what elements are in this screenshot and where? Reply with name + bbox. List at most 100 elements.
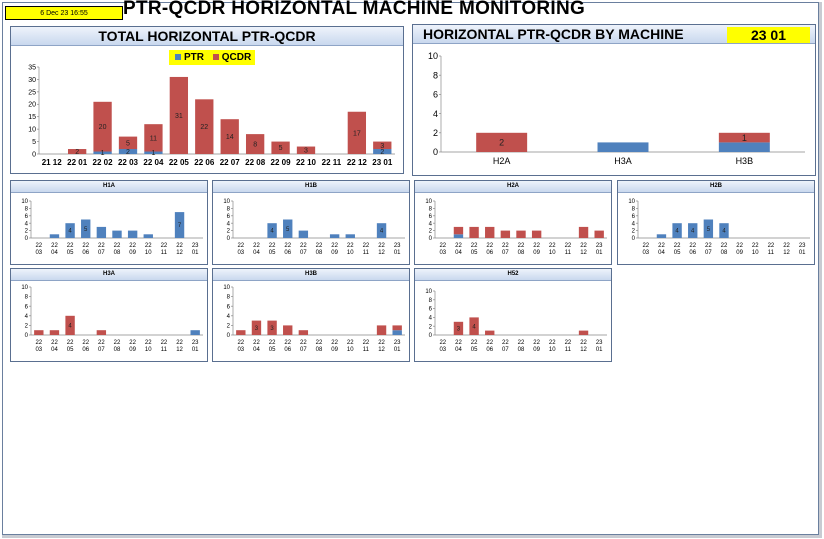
bar-ptr (719, 223, 729, 238)
x-tick-label-month: 10 (549, 250, 556, 256)
data-label: 4 (675, 229, 679, 235)
x-tick-label-year: 22 (347, 243, 354, 249)
x-tick-label-month: 03 (237, 347, 244, 353)
data-label: 14 (226, 134, 234, 141)
data-label: 4 (722, 229, 726, 235)
x-tick-label-year: 22 (439, 243, 446, 249)
x-tick-label-month: 10 (752, 250, 759, 256)
x-tick-label-month: 09 (129, 250, 136, 256)
ptr-swatch (175, 54, 181, 61)
x-tick-label-month: 06 (82, 347, 89, 353)
data-label: 2 (499, 138, 504, 148)
x-tick-label-year: 22 (378, 243, 385, 249)
x-tick-label-year: 22 (455, 243, 462, 249)
x-tick-label-month: 11 (363, 347, 370, 353)
data-label: 2 (126, 149, 130, 156)
y-tick-label: 8 (227, 207, 231, 213)
y-tick-label: 25 (28, 89, 36, 96)
y-tick-label: 10 (628, 199, 635, 205)
x-tick-label-year: 22 (347, 340, 354, 346)
bar-qcdr (453, 226, 464, 235)
x-tick-label: 21 12 (42, 158, 63, 167)
data-label: 3 (380, 143, 384, 150)
x-tick-label-month: 03 (237, 250, 244, 256)
x-tick-label-month: 01 (192, 347, 199, 353)
bar-ptr (127, 230, 138, 238)
x-tick-label-year: 22 (471, 340, 478, 346)
y-tick-label: 10 (428, 51, 438, 61)
y-tick-label: 2 (632, 229, 636, 235)
y-tick-label: 0 (429, 236, 433, 242)
data-label: 4 (68, 324, 72, 330)
y-tick-label: 0 (32, 151, 36, 158)
bar-qcdr (347, 111, 367, 154)
x-tick-label-year: 22 (51, 340, 58, 346)
bar-qcdr (144, 124, 163, 152)
h3a-chart: 0246810422032204220522062207220822092210… (21, 285, 203, 353)
x-tick-label-year: 22 (253, 243, 260, 249)
x-tick-label-year: 22 (300, 340, 307, 346)
panel-h1b-title: H1B (213, 181, 409, 193)
panel-h1b: H1B 0 2 4 6 8 10 4 5 4 22 03 22 04 22 05 22 06 22 07 22 08 22… (212, 180, 410, 265)
y-tick-label: 2 (227, 324, 231, 330)
legend-qcdr: QCDR (221, 52, 252, 63)
data-label: 7 (178, 223, 182, 229)
bar-ptr (392, 330, 402, 335)
x-tick-label-month: 08 (114, 250, 121, 256)
panel-h1a-title: H1A (11, 181, 207, 193)
y-tick-label: 10 (223, 199, 230, 205)
x-tick-label-month: 12 (176, 250, 183, 256)
bar-qcdr (376, 325, 387, 335)
bar-qcdr (469, 226, 479, 238)
machine-panel-title-text: HORIZONTAL PTR-QCDR BY MACHINE (423, 26, 684, 42)
y-tick-label: 10 (425, 199, 432, 205)
x-tick-label-month: 11 (161, 250, 168, 256)
bar-qcdr (594, 230, 604, 238)
x-tick-label-year: 23 (799, 243, 806, 249)
data-label: 5 (279, 145, 283, 152)
x-tick-label-year: 22 (269, 243, 276, 249)
y-tick-label: 4 (632, 221, 636, 227)
x-tick-label-month: 06 (284, 347, 291, 353)
bar-qcdr (49, 330, 60, 335)
x-tick-label-year: 22 (253, 340, 260, 346)
data-label: 2 (75, 149, 79, 156)
data-label: 20 (99, 124, 107, 131)
x-tick-label-year: 23 (596, 340, 603, 346)
bar-qcdr (453, 321, 464, 335)
y-tick-label: 5 (32, 139, 36, 146)
bar-ptr (65, 223, 75, 238)
x-tick-label-year: 22 (300, 243, 307, 249)
y-tick-label: 8 (25, 295, 29, 301)
x-tick-label-year: 22 (114, 243, 121, 249)
y-tick-label: 8 (433, 70, 438, 80)
x-tick-label: 22 05 (169, 158, 190, 167)
x-tick-label-year: 22 (674, 243, 681, 249)
machine-panel-title: HORIZONTAL PTR-QCDR BY MACHINE (413, 25, 815, 44)
bar-qcdr (373, 141, 392, 150)
panel-h1a: H1A 0 2 4 6 8 10 4 5 7 22 03 22 04 22 05 22 06 22 07 22 08 22… (10, 180, 208, 265)
x-tick-label-month: 12 (580, 347, 587, 353)
data-label: 5 (286, 227, 290, 233)
x-tick-label-month: 08 (721, 250, 728, 256)
data-label: 4 (68, 229, 72, 235)
x-tick-label-month: 08 (316, 250, 323, 256)
bar-ptr (49, 234, 60, 238)
y-tick-label: 10 (21, 199, 28, 205)
x-tick-label-year: 22 (565, 243, 572, 249)
x-tick-label: 22 02 (93, 158, 114, 167)
panel-h3a: H3A 0 2 4 6 8 10 4 22 03 22 04 22 05 22 06 22 07 22 08 22 09… (10, 268, 208, 362)
bar-qcdr (485, 226, 495, 238)
y-tick-label: 15 (28, 114, 36, 121)
x-tick-label-year: 22 (269, 340, 276, 346)
bar-ptr (703, 219, 714, 238)
data-label: 4 (691, 229, 695, 235)
x-tick-label-month: 07 (300, 250, 307, 256)
x-tick-label-month: 12 (378, 250, 385, 256)
